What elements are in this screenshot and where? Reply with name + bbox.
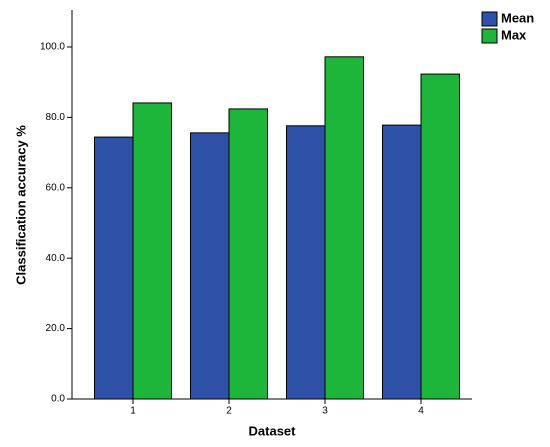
legend-swatch xyxy=(481,28,498,44)
legend-text: Mean xyxy=(501,10,534,25)
y-tick-label: 80.0 xyxy=(46,112,66,123)
bar xyxy=(132,102,172,400)
bar xyxy=(228,108,268,400)
x-tick-label: 1 xyxy=(130,406,136,417)
bar xyxy=(382,124,422,400)
x-tick-label: 3 xyxy=(322,406,328,417)
x-tick-label: 4 xyxy=(418,406,424,417)
bar xyxy=(420,73,460,400)
legend-text: Max xyxy=(501,27,527,42)
y-tick-label: 20.0 xyxy=(46,323,66,334)
bar xyxy=(190,132,230,400)
bar xyxy=(324,56,364,400)
x-axis-title: Dataset xyxy=(249,423,297,438)
y-axis-title: Classification accuracy % xyxy=(13,125,28,285)
legend-swatch xyxy=(481,11,498,27)
y-tick-label: 0.0 xyxy=(51,394,65,405)
bar xyxy=(94,136,134,400)
y-tick-label: 100.0 xyxy=(40,42,65,53)
bar xyxy=(286,125,326,400)
y-tick-label: 60.0 xyxy=(46,182,66,193)
y-tick-label: 40.0 xyxy=(46,253,66,264)
x-tick-label: 2 xyxy=(226,406,232,417)
